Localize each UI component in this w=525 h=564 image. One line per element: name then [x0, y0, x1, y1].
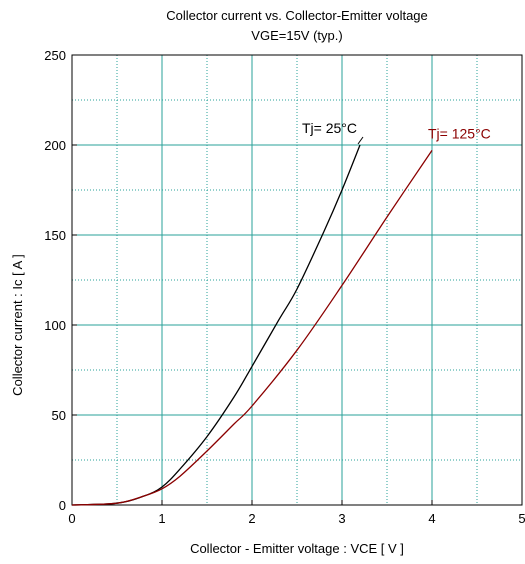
series-lines [71, 144, 433, 506]
chart-subtitle: VGE=15V (typ.) [251, 28, 342, 43]
x-tick-label: 2 [248, 511, 255, 526]
series-label-2: Tj= 125°C [428, 125, 491, 141]
y-tick-label: 200 [44, 138, 66, 153]
plot-frame [71, 54, 523, 506]
x-tick-label: 0 [68, 511, 75, 526]
series-label-1: Tj= 25°C [302, 120, 357, 136]
y-tick-label: 100 [44, 318, 66, 333]
series-label-leader-1 [357, 136, 364, 145]
series-line-2 [71, 150, 433, 506]
x-tick-label: 4 [428, 511, 435, 526]
y-tick-label: 50 [52, 408, 66, 423]
y-tick-label: 0 [59, 498, 66, 513]
x-tick-label: 1 [158, 511, 165, 526]
y-tick-label: 250 [44, 48, 66, 63]
chart-title: Collector current vs. Collector-Emitter … [166, 8, 428, 23]
y-tick-label: 150 [44, 228, 66, 243]
y-axis-ticks: 0 50 100 150 200 250 [44, 48, 77, 513]
x-tick-label: 5 [518, 511, 525, 526]
y-axis-label: Collector current : Ic [ A ] [10, 254, 25, 396]
x-axis-label: Collector - Emitter voltage : VCE [ V ] [190, 541, 404, 556]
x-axis-ticks: 0 1 2 3 4 5 [68, 500, 525, 526]
x-tick-label: 3 [338, 511, 345, 526]
series-labels: Tj= 25°C Tj= 125°C [302, 120, 491, 145]
major-grid [72, 55, 522, 505]
minor-grid [72, 55, 522, 505]
